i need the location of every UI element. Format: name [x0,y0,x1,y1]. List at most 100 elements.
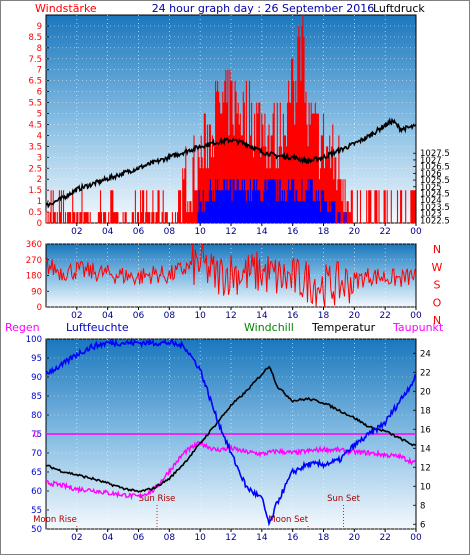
annotation-label: Moon Rise [33,515,77,525]
humidity-y-tick-label: 50 [31,525,42,535]
pressure-y2-tick-label: 1024.5 [420,189,450,199]
wind-y-tick-label: 2.5 [28,164,42,174]
wind-y-tick-label: 2 [37,175,42,185]
annotation-label: Sun Set [327,494,360,504]
humidity-series [45,337,417,527]
wind-series [197,179,347,223]
temperature-y2-tick-label: 22 [420,368,431,378]
direction-x-tick-label: 16 [287,311,299,321]
temperature-y2-tick-label: 18 [420,406,431,416]
wind-y-tick-label: 6 [37,88,42,98]
pressure-y2-tick-label: 1023.5 [420,203,450,213]
temperature-y2-tick-label: 16 [420,425,431,435]
pressure-y2-tick-label: 1027 [420,156,442,166]
direction-x-tick-label: 06 [133,311,145,321]
pressure-y2-tick-label: 1024 [420,196,442,206]
pressure-series [45,117,417,209]
pressure-y2-tick-label: 1026 [420,169,442,179]
temperature-y2-tick-label: 8 [420,501,425,511]
pressure-y2-tick-label: 1027.5 [420,149,450,159]
left-axis-label-windstaerke: Windstärke [35,2,97,15]
legend-luftfeuchte: Luftfeuchte [66,321,129,334]
wind-x-tick-label: 10 [194,227,206,237]
temperature-y2-tick-label: 6 [420,520,425,530]
left-axis-label-regen: Regen [5,321,40,334]
legend-windchill: Windchill [244,321,294,334]
wind-y-tick-label: 4 [37,131,42,141]
direction-y-tick-label: 360 [26,240,42,250]
wind-x-tick-label: 18 [318,227,330,237]
climate-x-tick-label: 06 [133,533,145,543]
climate-x-tick-label: 20 [349,533,361,543]
wind-x-tick-label: 08 [164,227,176,237]
direction-y-tick-label: 90 [31,287,42,297]
humidity-y-tick-label: 75 [31,430,42,440]
direction-x-tick-label: 04 [102,311,114,321]
direction-x-tick-label: 18 [318,311,330,321]
wind-y-tick-label: 3.5 [28,142,42,152]
direction-compass-label: O [433,296,442,309]
wind-y-tick-label: 0.5 [28,208,42,218]
climate-x-tick-label: 02 [71,533,82,543]
temperature-y2-tick-label: 10 [420,482,431,492]
legend-temperatur: Temperatur [311,321,376,334]
temperature-y2-tick-label: 20 [420,387,431,397]
direction-y-tick-label: 270 [26,256,42,266]
wind-y-tick-label: 4.5 [28,120,42,130]
wind-x-tick-label: 06 [133,227,145,237]
temperature-y2-tick-label: 14 [420,444,431,454]
wind-y-tick-label: 1.5 [28,186,42,196]
annotation-label: Moon Set [268,515,308,525]
direction-x-tick-label: 14 [256,311,268,321]
humidity-y-tick-label: 65 [31,468,42,478]
climate-x-tick-label: 16 [287,533,299,543]
humidity-y-tick-label: 55 [31,506,42,516]
direction-x-tick-label: 08 [164,311,176,321]
climate-x-tick-label: 08 [164,533,176,543]
wind-y-tick-label: 3 [37,153,42,163]
climate-x-tick-label: 00 [410,533,422,543]
wind-x-tick-label: 00 [410,227,422,237]
pressure-y2-tick-label: 1023 [420,210,442,220]
wind-x-tick-label: 16 [287,227,299,237]
wind-y-tick-label: 7.5 [28,55,42,65]
pressure-y2-tick-label: 1026.5 [420,163,450,173]
pressure-y2-tick-label: 1025.5 [420,176,450,186]
direction-x-tick-label: 10 [194,311,206,321]
temperature-series [45,365,417,493]
climate-x-tick-label: 12 [225,533,236,543]
wind-y-tick-label: 8 [37,44,42,54]
climate-x-tick-label: 18 [318,533,330,543]
wind-x-tick-label: 22 [379,227,390,237]
climate-x-tick-label: 10 [194,533,206,543]
humidity-y-tick-label: 95 [31,354,42,364]
wind-y-tick-label: 7 [37,66,42,76]
direction-x-tick-label: 00 [410,311,422,321]
climate-x-tick-label: 04 [102,533,114,543]
legend-taupunkt: Taupunkt [392,321,444,334]
temperature-y2-tick-label: 12 [420,463,431,473]
temperature-y2-tick-label: 24 [420,349,431,359]
wind-x-tick-label: 20 [349,227,361,237]
right-axis-label-luftdruck: Luftdruck [373,2,425,15]
direction-x-tick-label: 12 [225,311,236,321]
humidity-y-tick-label: 60 [31,487,42,497]
direction-compass-label: N [433,243,441,256]
humidity-y-tick-label: 70 [31,449,42,459]
wind-y-tick-label: 5.5 [28,99,42,109]
wind-x-tick-label: 04 [102,227,114,237]
wind-direction-series [45,243,417,308]
direction-x-tick-label: 20 [349,311,361,321]
direction-compass-label: N [433,314,441,327]
wind-y-tick-label: 9 [37,22,42,32]
wind-x-tick-label: 14 [256,227,268,237]
direction-compass-label: S [434,279,441,292]
direction-y-tick-label: 0 [37,303,42,313]
climate-x-tick-label: 14 [256,533,268,543]
direction-x-tick-label: 22 [379,311,390,321]
direction-y-tick-label: 180 [26,272,42,282]
humidity-y-tick-label: 90 [31,373,42,383]
annotation-label: Sun Rise [139,494,176,504]
